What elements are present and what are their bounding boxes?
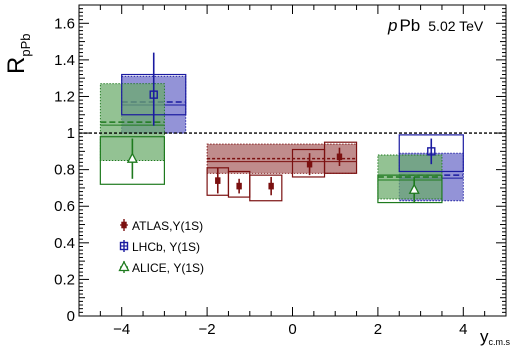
- x-tick-label: 4: [459, 321, 467, 338]
- filled-diamond-systematic-box-2: [249, 174, 283, 202]
- plot-area: [79, 52, 506, 204]
- filled-diamond-point-0: [215, 177, 221, 184]
- collision-system-label: p Pb 5.02 TeV: [387, 16, 484, 35]
- filled-diamond-systematic-box-4: [323, 141, 358, 174]
- x-tick-label: −2: [199, 321, 216, 338]
- system-label-energy: 5.02 TeV: [428, 18, 484, 34]
- legend-entry: LHCb, Υ(1S): [132, 240, 200, 254]
- y-tick-label: 1.6: [54, 15, 75, 32]
- system-label-pb: Pb: [399, 16, 420, 35]
- y-tick-label: 0.4: [54, 235, 75, 252]
- system-label-p: p: [387, 16, 397, 35]
- axes: −4 −2 0 2 4 0 0.2 0.4 0.6 0.8 1 1.2 1.4 1.6: [54, 4, 507, 338]
- filled-diamond-point-3: [306, 160, 313, 168]
- legend: ATLAS,Υ(1S) LHCb, Υ(1S) ALICE, Υ(1S): [118, 219, 204, 275]
- y-tick-label: 0.2: [54, 271, 75, 288]
- legend-marker: [119, 241, 129, 251]
- open-square-systematic-box-1: [398, 134, 464, 173]
- legend-marker: [121, 221, 127, 229]
- open-square-point-1: [427, 147, 436, 156]
- x-tick-label: 0: [288, 321, 296, 338]
- labels: RpPb yc.m.s p Pb 5.02 TeV: [3, 16, 510, 347]
- x-axis-title-subscript: c.m.s: [489, 337, 511, 347]
- open-square-point-0: [149, 90, 158, 99]
- x-tick-label: −4: [113, 321, 130, 338]
- filled-diamond-point-2: [268, 182, 274, 190]
- legend-marker: [118, 260, 130, 272]
- open-triangle-point-1: [408, 183, 420, 194]
- y-tick-label: 0: [67, 308, 75, 325]
- filled-diamond-point-4: [336, 153, 343, 161]
- open-triangle-systematic-box-1: [377, 174, 443, 204]
- y-axis-title: RpPb: [3, 34, 33, 74]
- y-tick-label: 0.6: [54, 198, 75, 215]
- open-triangle-point-0: [126, 152, 138, 163]
- x-tick-label: 2: [374, 321, 382, 338]
- open-triangle-systematic-box-0: [99, 136, 166, 185]
- y-tick-label: 1: [67, 125, 75, 142]
- filled-diamond-point-1: [236, 182, 242, 190]
- legend-entry: ATLAS,Υ(1S): [132, 219, 203, 233]
- legend-entry: ALICE, Υ(1S): [132, 261, 204, 275]
- y-axis-title-subscript: pPb: [18, 34, 33, 57]
- y-tick-label: 1.2: [54, 88, 75, 105]
- y-tick-label: 0.8: [54, 162, 75, 179]
- y-tick-label: 1.4: [54, 52, 75, 69]
- x-axis-title: yc.m.s: [480, 327, 510, 347]
